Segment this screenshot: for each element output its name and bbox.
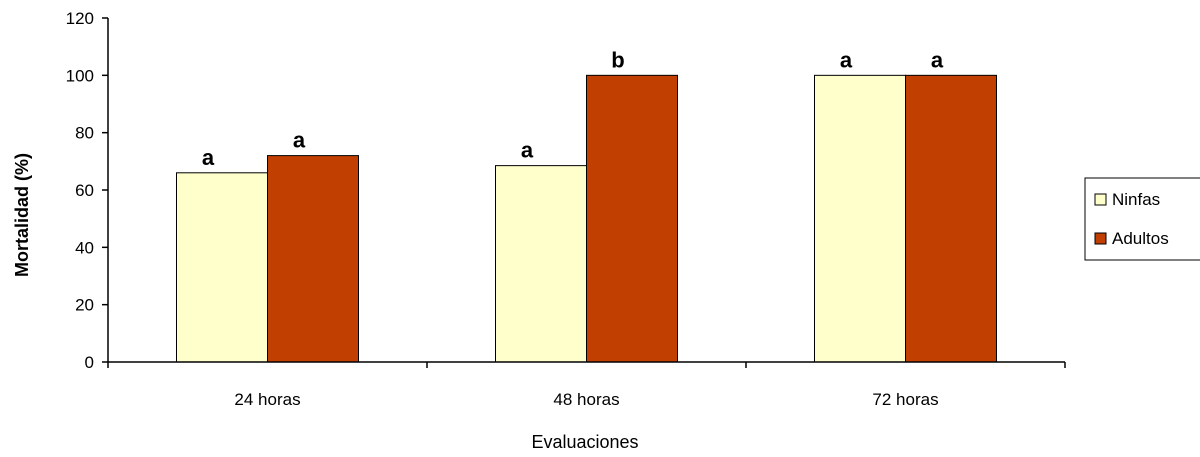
significance-label: a bbox=[202, 145, 215, 170]
legend-label-adultos: Adultos bbox=[1112, 229, 1169, 248]
bar-ninfas-0 bbox=[176, 172, 268, 363]
legend-box bbox=[1084, 177, 1200, 261]
x-tick-label: 48 horas bbox=[553, 390, 619, 409]
bar-adultos-0 bbox=[267, 155, 359, 363]
y-tick-label: 20 bbox=[75, 296, 94, 315]
significance-label: a bbox=[931, 47, 944, 72]
x-tick-label: 24 horas bbox=[234, 390, 300, 409]
significance-label: a bbox=[521, 138, 534, 163]
x-axis-ticks: 24 horas 48 horas 72 horas bbox=[107, 362, 1066, 409]
legend-swatch-adultos bbox=[1094, 232, 1107, 245]
significance-labels: a a a a b a bbox=[202, 47, 944, 169]
significance-label: a bbox=[293, 128, 306, 153]
bar-adultos-1 bbox=[586, 74, 678, 363]
y-tick-label: 120 bbox=[66, 9, 94, 28]
y-tick-label: 40 bbox=[75, 238, 94, 257]
bar-ninfas-2 bbox=[814, 74, 906, 363]
legend-label-ninfas: Ninfas bbox=[1112, 190, 1160, 209]
significance-label: a bbox=[840, 47, 853, 72]
bar-adultos-2 bbox=[905, 74, 997, 363]
bars bbox=[176, 74, 997, 363]
legend-swatch-ninfas bbox=[1094, 193, 1107, 206]
y-tick-label: 60 bbox=[75, 181, 94, 200]
y-axis-title: Mortalidad (%) bbox=[12, 153, 32, 277]
y-tick-label: 100 bbox=[66, 66, 94, 85]
y-tick-label: 80 bbox=[75, 124, 94, 143]
y-tick-label: 0 bbox=[85, 353, 94, 372]
legend: Ninfas Adultos bbox=[1084, 177, 1200, 261]
x-tick-label: 72 horas bbox=[872, 390, 938, 409]
y-axis-ticks: 0 20 40 60 80 100 120 bbox=[66, 9, 108, 372]
x-axis-title: Evaluaciones bbox=[531, 432, 638, 452]
bar-ninfas-1 bbox=[495, 165, 587, 363]
significance-label: b bbox=[611, 47, 624, 72]
